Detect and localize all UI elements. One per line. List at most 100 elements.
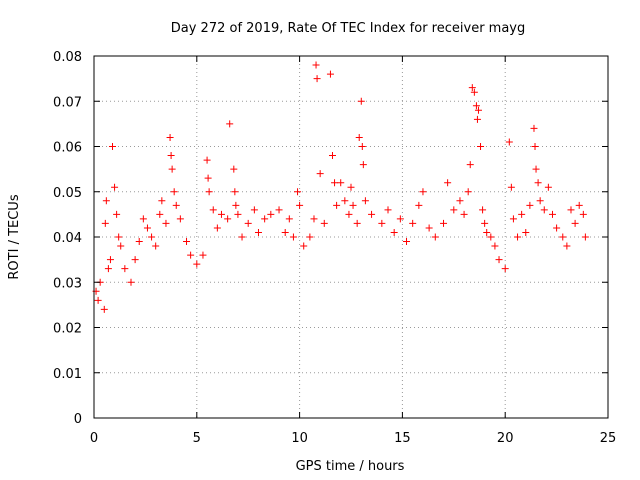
y-tick-label: 0.04 [53, 231, 82, 246]
data-point [349, 201, 357, 209]
data-point [285, 215, 293, 223]
data-point [230, 165, 238, 173]
y-tick-label: 0.02 [53, 322, 82, 337]
data-point [131, 256, 139, 264]
data-point [530, 124, 538, 132]
data-point [518, 210, 526, 218]
data-point [203, 156, 211, 164]
x-tick-label: 25 [600, 431, 617, 446]
data-point [209, 206, 217, 214]
data-point [289, 233, 297, 241]
data-point [183, 238, 191, 246]
data-point [337, 179, 345, 187]
data-point [456, 197, 464, 205]
data-point [156, 210, 164, 218]
y-axis-label: ROTI / TECUs [7, 194, 22, 279]
data-point [368, 210, 376, 218]
data-point [403, 238, 411, 246]
y-tick-label: 0.05 [53, 186, 82, 201]
data-point [111, 183, 119, 191]
data-point [481, 219, 489, 227]
data-point [464, 188, 472, 196]
chart-title: Day 272 of 2019, Rate Of TEC Index for r… [171, 21, 526, 36]
y-tick-label: 0.07 [53, 95, 82, 110]
data-point [567, 206, 575, 214]
data-point [409, 219, 417, 227]
data-point [487, 233, 495, 241]
data-point [531, 143, 539, 150]
data-point [357, 97, 365, 105]
data-point [261, 215, 269, 223]
data-point [168, 165, 176, 173]
data-point [444, 179, 452, 187]
data-point [534, 179, 542, 187]
data-point [483, 228, 491, 236]
data-point [217, 210, 225, 218]
data-point [316, 170, 324, 178]
data-point [213, 224, 221, 232]
data-point [358, 143, 366, 150]
axis-ticks [93, 55, 609, 419]
data-point [509, 215, 517, 223]
data-point [479, 206, 487, 214]
data-point [333, 201, 341, 209]
data-point [231, 188, 239, 196]
x-tick-label: 10 [291, 431, 308, 446]
data-point [113, 210, 121, 218]
data-point [491, 242, 499, 250]
data-point [100, 305, 108, 313]
data-point [254, 228, 262, 236]
data-point [505, 138, 513, 146]
data-point [139, 215, 147, 223]
data-point [507, 183, 515, 191]
data-point [234, 210, 242, 218]
data-point [193, 260, 201, 268]
data-point [148, 233, 156, 241]
data-point [117, 242, 125, 250]
data-point [532, 165, 540, 173]
data-point [294, 188, 302, 196]
data-point [468, 84, 476, 92]
data-point [581, 233, 589, 241]
data-point [563, 242, 571, 250]
data-point [384, 206, 392, 214]
data-point [267, 210, 275, 218]
data-point [331, 179, 339, 187]
data-point [224, 215, 232, 223]
x-tick-label: 5 [193, 431, 201, 446]
data-point [326, 70, 334, 78]
data-point [312, 61, 320, 69]
data-point [553, 224, 561, 232]
data-point [166, 133, 174, 141]
x-axis-label: GPS time / hours [296, 459, 405, 474]
x-tick-labels: 0 5 10 15 20 25 [90, 431, 616, 446]
data-point [419, 188, 427, 196]
data-point [544, 183, 552, 191]
data-point [473, 115, 481, 123]
data-point [104, 265, 112, 273]
data-point [522, 228, 530, 236]
data-point [575, 201, 583, 209]
x-tick-label: 20 [497, 431, 514, 446]
data-point [474, 106, 482, 114]
data-point [135, 238, 143, 246]
data-point [300, 242, 308, 250]
data-point [320, 219, 328, 227]
y-tick-label: 0.06 [53, 141, 82, 156]
data-point [158, 197, 166, 205]
data-point [341, 197, 349, 205]
data-point [106, 256, 114, 264]
data-point [378, 219, 386, 227]
data-point [187, 251, 195, 259]
data-point [152, 242, 160, 250]
data-point [250, 206, 258, 214]
data-point [353, 219, 361, 227]
data-point [396, 215, 404, 223]
data-point [425, 224, 433, 232]
x-tick-label: 15 [394, 431, 411, 446]
data-point [281, 228, 289, 236]
data-point [345, 210, 353, 218]
data-point [143, 224, 151, 232]
data-point [361, 197, 369, 205]
